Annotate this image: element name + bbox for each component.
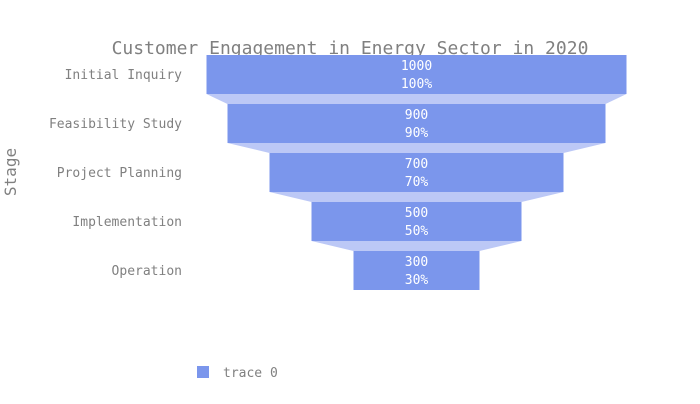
funnel-bars	[206, 55, 627, 290]
y-tick-label-1: Feasibility Study	[49, 117, 182, 132]
funnel-connector-3	[311, 241, 522, 251]
y-tick-labels: Initial Inquiry Feasibility Study Project …	[49, 68, 182, 279]
bar-percent-label-2: 70%	[405, 175, 429, 190]
bar-percent-label-1: 90%	[405, 126, 429, 141]
y-tick-label-0: Initial Inquiry	[65, 68, 183, 83]
y-tick-label-3: Implementation	[72, 215, 182, 230]
bar-value-label-3: 500	[405, 206, 428, 221]
bar-value-label-4: 300	[405, 255, 428, 270]
funnel-bar-0	[206, 55, 627, 94]
funnel-connector-1	[227, 143, 606, 153]
funnel-bar-2	[269, 153, 564, 192]
funnel-bar-1	[227, 104, 606, 143]
bar-value-label-1: 900	[405, 108, 428, 123]
legend[interactable]: trace 0	[197, 366, 278, 381]
bar-value-label-2: 700	[405, 157, 428, 172]
chart-title: Customer Engagement in Energy Sector in …	[112, 38, 589, 59]
bar-percent-label-4: 30%	[405, 273, 429, 288]
y-tick-label-2: Project Planning	[57, 166, 182, 181]
funnel-connector-2	[269, 192, 564, 202]
y-tick-label-4: Operation	[112, 264, 182, 279]
funnel-connector-0	[206, 94, 627, 104]
bar-value-label-0: 1000	[401, 59, 432, 74]
bar-value-labels: 1000 100% 900 90% 700 70% 500 50% 300 30%	[401, 59, 432, 288]
legend-swatch	[197, 366, 209, 378]
funnel-bar-3	[311, 202, 522, 241]
bar-percent-label-0: 100%	[401, 77, 432, 92]
bar-percent-label-3: 50%	[405, 224, 429, 239]
legend-label: trace 0	[223, 366, 278, 381]
funnel-bar-4	[353, 251, 480, 290]
funnel-connectors	[206, 94, 627, 251]
y-axis-title: Stage	[1, 148, 20, 196]
